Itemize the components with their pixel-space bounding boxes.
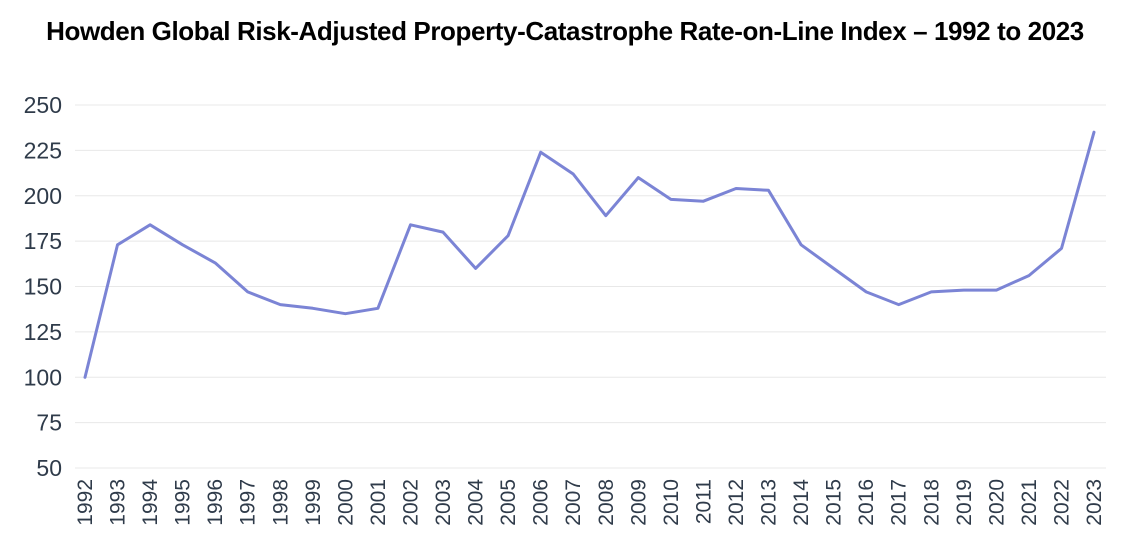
x-tick-label: 1992: [74, 479, 97, 526]
x-tick-label: 2001: [367, 479, 390, 526]
x-tick-label: 2017: [888, 479, 911, 526]
x-tick-label: 2013: [758, 479, 781, 526]
y-tick-label: 50: [36, 455, 62, 481]
y-tick-label: 150: [24, 274, 62, 300]
x-tick-label: 2020: [985, 479, 1008, 526]
series-line: [83, 130, 1096, 379]
gridlines: [75, 104, 1106, 469]
x-tick-label: 2003: [432, 479, 455, 526]
x-tick-label: 2022: [1050, 479, 1073, 526]
y-tick-label: 200: [24, 183, 62, 209]
x-tick-label: 2018: [920, 479, 943, 526]
x-tick-label: 1997: [237, 479, 260, 526]
y-tick-label: 225: [24, 137, 62, 163]
x-tick-label: 2011: [692, 479, 715, 524]
x-tick-label: 2000: [334, 479, 357, 526]
y-tick-label: 250: [24, 92, 62, 118]
x-axis-labels: 1992 1993 1994 1995 1996 1997 1998 1999 2000 2001…: [74, 479, 1106, 526]
y-tick-label: 175: [24, 228, 62, 254]
x-tick-label: 2006: [530, 479, 553, 526]
series-path: [83, 130, 1096, 379]
x-tick-label: 2009: [627, 479, 650, 526]
x-tick-label: 2019: [953, 479, 976, 526]
x-tick-label: 2004: [465, 479, 488, 526]
x-tick-label: 1995: [172, 479, 195, 526]
x-tick-label: 2002: [399, 479, 422, 526]
x-tick-label: 2005: [497, 479, 520, 526]
x-tick-label: 2008: [595, 479, 618, 526]
x-tick-label: 2015: [823, 479, 846, 526]
x-tick-label: 2012: [725, 479, 748, 526]
y-axis-labels: 50 75 100 125 150 175 200 225 250: [24, 92, 62, 481]
y-tick-label: 75: [36, 410, 62, 436]
y-tick-label: 125: [24, 319, 62, 345]
y-tick-label: 100: [24, 364, 62, 390]
x-tick-label: 2016: [855, 479, 878, 526]
x-tick-label: 1994: [139, 479, 162, 526]
x-tick-label: 2010: [660, 479, 683, 526]
x-tick-label: 2023: [1083, 479, 1106, 526]
chart-title: Howden Global Risk-Adjusted Property-Cat…: [46, 16, 1084, 46]
x-tick-label: 1996: [204, 479, 227, 526]
x-tick-label: 2014: [790, 479, 813, 526]
x-tick-label: 1998: [269, 479, 292, 526]
x-tick-label: 1993: [107, 479, 130, 526]
x-tick-label: 1999: [302, 479, 325, 526]
x-tick-label: 2007: [562, 479, 585, 526]
x-tick-label: 2021: [1018, 479, 1041, 526]
